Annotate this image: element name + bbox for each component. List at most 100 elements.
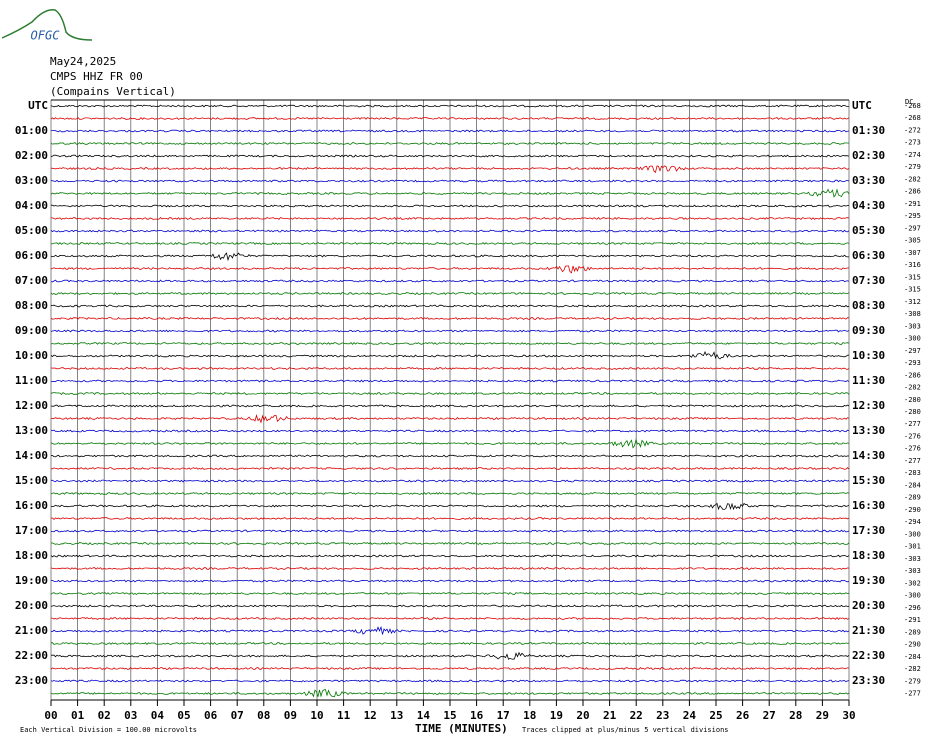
right-time-label: 07:30	[852, 274, 885, 287]
dc-value: -282	[904, 175, 921, 183]
right-time-label: 14:30	[852, 449, 885, 462]
left-time-label: 04:00	[15, 199, 48, 212]
dc-value: -297	[904, 347, 921, 355]
right-time-label: 12:30	[852, 399, 885, 412]
trace	[50, 367, 850, 370]
traces	[50, 104, 850, 698]
dc-value: -297	[904, 224, 921, 232]
x-tick-label: 00	[44, 709, 57, 722]
x-tick-label: 23	[656, 709, 669, 722]
dc-value: -308	[904, 310, 921, 318]
x-tick-label: 03	[124, 709, 137, 722]
trace	[50, 438, 850, 449]
x-tick-label: 28	[789, 709, 802, 722]
trace	[50, 404, 850, 408]
x-tick-label: 25	[709, 709, 722, 722]
x-tick-label: 14	[417, 709, 431, 722]
dc-value: -268	[904, 114, 921, 122]
trace	[51, 651, 850, 660]
dc-value: -276	[904, 432, 921, 440]
left-time-label: 16:00	[15, 499, 48, 512]
x-tick-label: 18	[523, 709, 536, 722]
left-time-label: 22:00	[15, 649, 48, 662]
dc-value: -300	[904, 592, 921, 600]
left-time-label: 21:00	[15, 624, 48, 637]
left-time-label: 09:00	[15, 324, 48, 337]
trace	[50, 592, 850, 595]
trace	[50, 179, 850, 183]
dc-value: -302	[904, 579, 921, 587]
logo-curve	[1, 9, 93, 41]
left-time-label: 14:00	[15, 449, 48, 462]
dc-value: -279	[904, 677, 921, 685]
location: (Compains Vertical)	[50, 85, 176, 98]
trace	[50, 342, 850, 346]
dc-value: -268	[904, 102, 921, 110]
dc-value: -277	[904, 420, 921, 428]
trace	[51, 467, 850, 470]
trace	[50, 304, 850, 308]
left-time-label: 11:00	[15, 374, 48, 387]
dc-value: -294	[904, 518, 921, 526]
dc-value: -312	[904, 298, 921, 306]
trace	[50, 414, 850, 424]
dc-value: -280	[904, 396, 921, 404]
dc-value: -283	[904, 469, 921, 477]
trace	[50, 291, 850, 295]
left-time-label: 15:00	[15, 474, 48, 487]
trace	[50, 392, 850, 395]
left-time-label: 08:00	[15, 299, 48, 312]
right-time-label: 22:30	[852, 649, 885, 662]
trace	[50, 642, 850, 645]
trace	[50, 329, 850, 333]
x-tick-label: 16	[470, 709, 484, 722]
dc-value: -305	[904, 237, 921, 245]
trace	[51, 129, 850, 133]
trace	[51, 616, 850, 621]
x-tick-label: 07	[231, 709, 244, 722]
trace	[50, 252, 850, 262]
dc-value: -291	[904, 200, 921, 208]
trace	[51, 479, 850, 483]
right-time-label: 02:30	[852, 149, 885, 162]
x-tick-label: 09	[284, 709, 297, 722]
left-time-label: 20:00	[15, 599, 48, 612]
station: CMPS HHZ FR 00	[50, 70, 143, 83]
x-tick-label: 21	[603, 709, 617, 722]
dc-value: -295	[904, 212, 921, 220]
dc-value: -316	[904, 261, 921, 269]
x-tick-label: 26	[736, 709, 750, 722]
trace	[50, 429, 850, 433]
right-time-label: UTC	[852, 99, 872, 112]
dc-value: -303	[904, 567, 921, 575]
left-time-label: 05:00	[15, 224, 48, 237]
x-tick-label: 17	[497, 709, 510, 722]
trace	[50, 517, 850, 520]
right-time-label: 17:30	[852, 524, 885, 537]
x-tick-label: 04	[151, 709, 165, 722]
right-time-label: 18:30	[852, 549, 885, 562]
clip-note: Traces clipped at plus/minus 5 vertical …	[522, 726, 729, 734]
trace	[50, 116, 850, 120]
trace	[50, 666, 850, 670]
trace	[50, 554, 850, 558]
x-tick-label: 30	[842, 709, 855, 722]
x-tick-label: 13	[390, 709, 403, 722]
dc-value: -315	[904, 273, 921, 281]
dc-value: -284	[904, 653, 921, 661]
trace	[50, 379, 850, 383]
right-time-label: 21:30	[852, 624, 885, 637]
trace	[50, 604, 850, 608]
x-tick-label: 12	[364, 709, 377, 722]
right-time-label: 16:30	[852, 499, 885, 512]
dc-value: -286	[904, 188, 921, 196]
dc-value: -293	[904, 359, 921, 367]
left-time-label: 17:00	[15, 524, 48, 537]
right-time-label: 20:30	[852, 599, 885, 612]
left-time-label: 19:00	[15, 574, 48, 587]
trace	[50, 579, 850, 583]
left-time-label: 01:00	[15, 124, 48, 137]
trace	[50, 165, 850, 174]
left-time-label: 10:00	[15, 349, 48, 362]
